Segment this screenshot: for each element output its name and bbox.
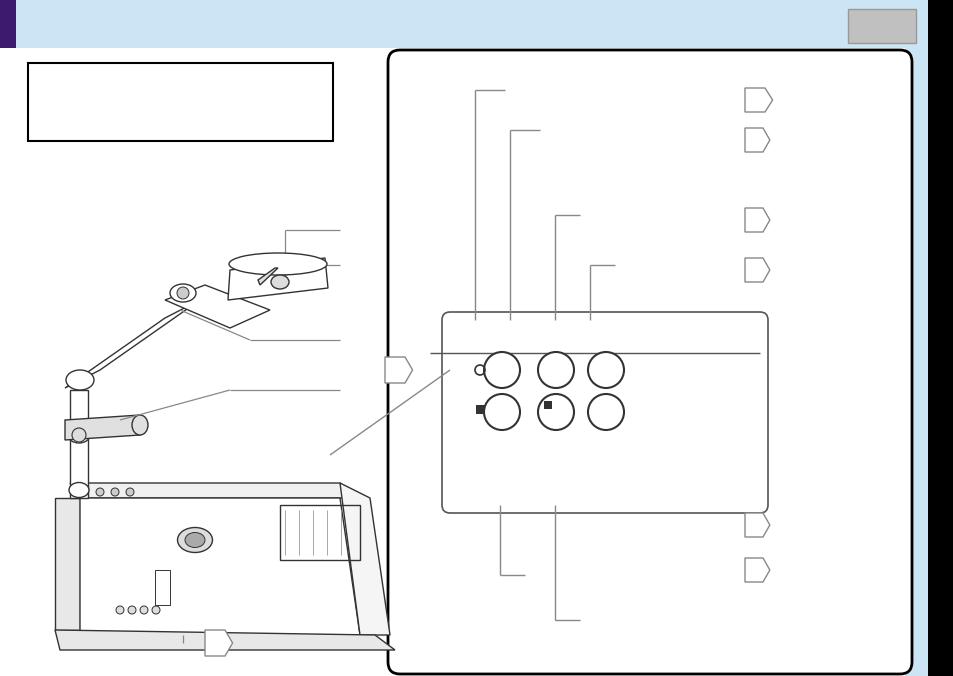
- Circle shape: [71, 428, 86, 442]
- Circle shape: [126, 488, 133, 496]
- Ellipse shape: [69, 483, 89, 498]
- Circle shape: [140, 606, 148, 614]
- Ellipse shape: [170, 284, 195, 302]
- Polygon shape: [55, 498, 80, 630]
- FancyBboxPatch shape: [441, 312, 767, 513]
- Ellipse shape: [483, 394, 519, 430]
- Polygon shape: [744, 88, 772, 112]
- Bar: [927, 0, 953, 676]
- Polygon shape: [385, 357, 412, 383]
- Bar: [476, 405, 484, 414]
- Ellipse shape: [66, 370, 94, 390]
- Bar: [0, 0, 953, 48]
- Ellipse shape: [68, 427, 90, 443]
- Polygon shape: [80, 498, 359, 635]
- Polygon shape: [228, 258, 328, 300]
- Ellipse shape: [537, 352, 574, 388]
- Polygon shape: [165, 285, 270, 328]
- Polygon shape: [70, 390, 88, 498]
- Circle shape: [177, 287, 189, 299]
- Polygon shape: [55, 630, 395, 650]
- Bar: [847, 9, 915, 43]
- Circle shape: [128, 606, 136, 614]
- Ellipse shape: [177, 527, 213, 552]
- Ellipse shape: [483, 352, 519, 388]
- Polygon shape: [744, 128, 769, 152]
- FancyBboxPatch shape: [388, 50, 911, 674]
- Polygon shape: [744, 558, 769, 582]
- Polygon shape: [744, 258, 769, 282]
- Ellipse shape: [587, 352, 623, 388]
- Circle shape: [152, 606, 160, 614]
- Polygon shape: [257, 268, 277, 285]
- Polygon shape: [70, 483, 359, 498]
- Ellipse shape: [271, 275, 289, 289]
- Bar: [280, 505, 359, 560]
- Polygon shape: [65, 300, 200, 388]
- Bar: [0, 0, 16, 48]
- Polygon shape: [744, 208, 769, 232]
- Polygon shape: [65, 415, 140, 440]
- Polygon shape: [205, 630, 233, 656]
- Circle shape: [111, 488, 119, 496]
- Bar: [543, 401, 552, 409]
- Ellipse shape: [185, 533, 205, 548]
- Ellipse shape: [229, 253, 327, 275]
- Polygon shape: [744, 513, 769, 537]
- Ellipse shape: [537, 394, 574, 430]
- Polygon shape: [339, 483, 390, 635]
- Circle shape: [96, 488, 104, 496]
- Bar: [28, 63, 333, 141]
- Ellipse shape: [132, 415, 148, 435]
- Circle shape: [116, 606, 124, 614]
- Bar: [154, 570, 170, 605]
- Ellipse shape: [587, 394, 623, 430]
- Bar: [904, 48, 927, 676]
